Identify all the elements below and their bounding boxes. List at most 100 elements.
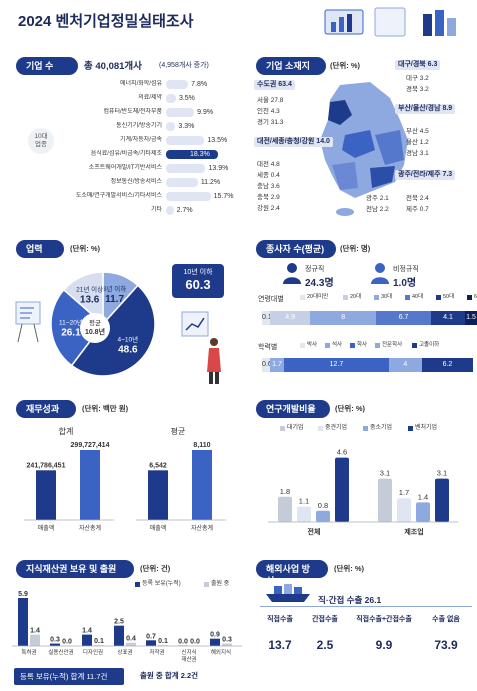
rnd-category: 제조업 <box>404 527 423 536</box>
finance-value: 8,110 <box>193 442 210 449</box>
overseas-column-value: 2.5 <box>316 638 334 652</box>
industry-side-label: 10대 업종 <box>28 128 54 154</box>
region-right-item: 경남 3.1 <box>406 150 429 157</box>
ip-value-registered: 0.7 <box>146 633 156 640</box>
industry-label: 기계/자동차/금속 <box>120 137 162 143</box>
industry-bar <box>166 122 176 131</box>
industry-value: 13.9% <box>208 165 229 172</box>
irregular-worker-icon <box>371 263 389 284</box>
finance-bar <box>192 450 212 520</box>
ip-legend: 등록 보유(누적) 출원 중 <box>135 580 245 590</box>
section-label-companies: 기업 수 <box>16 57 78 75</box>
legend-swatch <box>375 343 380 348</box>
easel-board-icon <box>15 301 41 343</box>
age-callout-label: 10년 이하 <box>183 269 213 276</box>
overseas-column-label: 직접수출+간접수출 <box>356 616 412 623</box>
region-right-item: 울산 1.2 <box>406 139 429 146</box>
industry-bar <box>166 80 189 89</box>
legend-label: 50대 <box>443 294 455 300</box>
ip-value-pending: 0.1 <box>94 638 104 645</box>
legend-label: 전문학사 <box>382 342 403 348</box>
presenter-figure-icon <box>181 311 221 384</box>
ip-value-pending: 0.0 <box>190 639 200 646</box>
region-left-item: 경기 31.3 <box>257 119 284 126</box>
industry-value: 15.7% <box>213 193 234 200</box>
ip-value-pending: 0.3 <box>222 637 232 644</box>
header-illustration <box>324 7 456 37</box>
region-left-item: 서울 27.8 <box>257 97 284 104</box>
industry-value: 7.8% <box>191 81 208 88</box>
pie-label: 4~10년 <box>118 335 139 344</box>
ip-category: 해외지식 <box>211 648 231 656</box>
age-row-legend: 20대미만 20대 30대 40대 50대 60대이상 <box>300 294 477 304</box>
regular-value: 24.3명 <box>305 278 334 289</box>
overseas-column-label: 수출 없음 <box>432 616 460 623</box>
region-right-item: 부산 4.5 <box>406 128 429 135</box>
stack-segment: 12.7 <box>284 358 389 372</box>
page-title: 2024 벤처기업정밀실태조사 <box>18 13 194 30</box>
ip-category: 저작권 <box>149 648 164 656</box>
ip-bar-registered <box>210 638 220 646</box>
pie-value: 48.6 <box>118 345 138 356</box>
employees-unit: (단위: 명) <box>340 244 371 253</box>
region-right-item: 전북 2.4 <box>406 195 429 202</box>
ip-bar-pending <box>30 634 40 646</box>
legend-swatch <box>405 295 410 300</box>
legend-label: 40대 <box>412 294 424 300</box>
ip-value-pending: 1.4 <box>30 628 40 635</box>
overseas-column-value: 13.7 <box>268 638 292 652</box>
stack-segment: 8 <box>310 311 377 325</box>
rnd-legend-swatch <box>408 426 413 431</box>
rnd-category: 전체 <box>308 527 321 536</box>
rnd-legend-label: 중견기업 <box>325 425 348 431</box>
section-label-employees: 종사자 수(평균) <box>256 240 336 258</box>
section-label-location: 기업 소재지 <box>256 57 326 75</box>
ip-total-pending: 출원 중 합계 2.2건 <box>140 671 199 680</box>
pie-value: 26.1 <box>61 327 81 338</box>
overseas-unit: (단위: %) <box>334 564 365 573</box>
region-left-item: 세종 0.4 <box>257 172 280 179</box>
industry-label: 음식료/섬유/비금속/기타제조 <box>90 151 162 157</box>
region-list-left: 수도권 63.4 서울 27.8 인천 4.3 경기 31.3 대전/세종/충청/강원 … <box>254 80 333 225</box>
industry-value: 2.7% <box>176 207 193 214</box>
stack-segment: 4.1 <box>431 311 465 325</box>
ip-category: 특허권 <box>21 648 36 656</box>
ip-category: 신지식 <box>181 648 196 656</box>
rnd-legend-label: 중소기업 <box>370 425 393 431</box>
ip-legend-label: 출원 중 <box>211 581 230 587</box>
edu-row-bar: 0.6 1.7 12.7 4 6.2 <box>262 358 474 372</box>
region-right-item: 부산/울산/경남 8.9 <box>395 104 456 114</box>
ip-category: 재산권 <box>181 655 196 662</box>
ip-category: 실용신안권 <box>48 648 73 656</box>
age-row-bar: 0.1 4.9 8 6.7 4.1 1.5 <box>262 311 477 325</box>
rnd-legend-swatch <box>280 426 285 431</box>
legend-swatch <box>374 295 379 300</box>
ip-value-registered: 2.5 <box>114 619 124 626</box>
region-right-item: 대구 3.2 <box>406 75 429 82</box>
rnd-value: 1.7 <box>399 488 409 497</box>
ip-value-pending: 0.1 <box>158 638 168 645</box>
industry-value: 3.3% <box>178 123 195 130</box>
rnd-legend-label: 벤처기업 <box>415 425 438 431</box>
pie-label: 11~20년 <box>59 317 83 326</box>
pie-label: 3년 이하 <box>103 284 126 293</box>
industry-value: 11.2% <box>200 179 221 186</box>
rnd-bar <box>278 496 292 522</box>
legend-swatch <box>436 295 441 300</box>
pie-slice <box>50 288 105 367</box>
rnd-value: 3.1 <box>380 469 390 478</box>
industry-label: 기타 <box>150 207 162 213</box>
overseas-column-label: 간접수출 <box>312 616 338 623</box>
region-list-right: 대구/경북 6.3 대구 3.2 경북 3.2 부산/울산/경남 8.9 부산 4.5 울… <box>366 60 469 225</box>
companies-increase: (4,958개사 증가) <box>159 62 209 69</box>
legend-label: 학사 <box>357 342 368 348</box>
overseas-headline: 직·간접 수출 26.1 <box>318 595 382 605</box>
rnd-bar <box>378 478 392 522</box>
section-label-ip: 지식재산권 보유 및 출원 <box>16 560 134 578</box>
legend-swatch <box>412 343 417 348</box>
rnd-bar <box>397 498 411 522</box>
ip-value-pending: 0.0 <box>62 639 72 646</box>
rnd-legend-swatch <box>363 426 368 431</box>
region-left-item: 충남 3.6 <box>257 183 280 190</box>
